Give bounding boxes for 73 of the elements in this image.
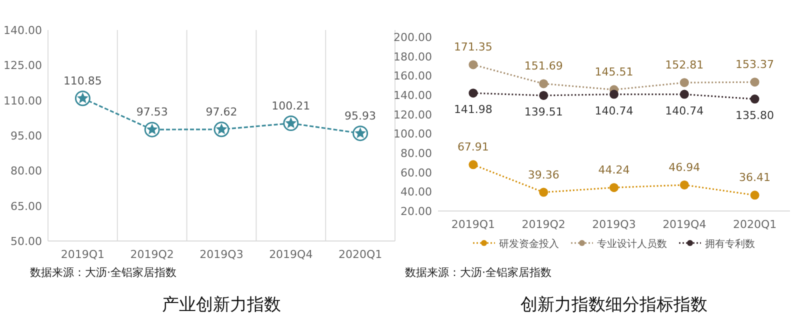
point xyxy=(214,122,230,138)
y-tick-label: 125.00 xyxy=(4,59,42,72)
data-label: 171.35 xyxy=(454,40,492,54)
x-tick-label: 2019Q1 xyxy=(451,218,496,231)
point xyxy=(468,160,478,170)
data-label: 153.37 xyxy=(736,58,774,72)
point xyxy=(283,116,299,132)
y-tick-label: 160.00 xyxy=(394,70,432,83)
data-label: 140.74 xyxy=(665,104,704,118)
source-note: 数据来源：大沥·全铝家居指数 xyxy=(405,266,552,279)
x-tick-label: 2019Q3 xyxy=(592,218,636,231)
y-tick-label: 40.00 xyxy=(400,186,432,199)
data-label: 36.41 xyxy=(739,171,771,184)
text: 创新力指数细分指标指数 xyxy=(520,295,708,315)
data-label: 44.24 xyxy=(598,164,630,177)
legend-label: 专业设计人员数 xyxy=(597,238,667,250)
legend-label: 拥有专利数 xyxy=(705,238,755,250)
y-tick-label: 140.00 xyxy=(4,24,42,37)
point xyxy=(680,78,689,88)
point xyxy=(750,94,760,104)
x-tick-label: 2020Q1 xyxy=(732,218,777,231)
y-tick-label: 200.00 xyxy=(394,31,432,44)
y-tick-label: 50.00 xyxy=(10,235,42,248)
point xyxy=(680,180,689,190)
data-label: 139.51 xyxy=(524,105,563,118)
data-label: 110.85 xyxy=(63,74,102,88)
point xyxy=(750,78,760,87)
y-tick-label: 80.00 xyxy=(400,147,432,160)
data-label: 39.36 xyxy=(528,168,560,182)
y-tick-label: 65.00 xyxy=(10,200,42,213)
data-label: 100.21 xyxy=(272,99,310,112)
x-tick-label: 2019Q3 xyxy=(200,248,244,261)
y-tick-label: 120.00 xyxy=(394,108,432,122)
data-label: 67.91 xyxy=(457,140,489,154)
point xyxy=(539,90,548,100)
data-label: 46.94 xyxy=(668,160,700,174)
y-tick-label: 110.00 xyxy=(4,94,42,108)
x-tick-label: 2019Q1 xyxy=(60,248,105,261)
x-tick-label: 2019Q2 xyxy=(130,248,174,261)
point xyxy=(352,126,368,142)
data-label: 135.80 xyxy=(736,109,774,122)
source-note: 数据来源：大沥·全铝家居指数 xyxy=(30,266,176,279)
data-label: 145.51 xyxy=(594,66,634,79)
y-tick-label: 80.00 xyxy=(10,164,42,178)
point xyxy=(750,190,760,200)
y-tick-label: 95.00 xyxy=(10,130,42,142)
point xyxy=(680,90,689,99)
point xyxy=(610,183,618,192)
data-label: 152.81 xyxy=(665,58,704,72)
data-label: 95.93 xyxy=(344,109,376,122)
x-tick-label: 2020Q1 xyxy=(338,248,382,261)
x-tick-label: 2019Q2 xyxy=(522,218,566,231)
legend-label: 研发资金投入 xyxy=(499,238,559,250)
y-tick-label: 60.00 xyxy=(400,166,432,180)
data-label: 151.69 xyxy=(524,60,563,73)
text: 产业创新力指数 xyxy=(162,295,281,315)
data-label: 141.98 xyxy=(454,103,492,116)
point xyxy=(468,88,478,98)
x-tick-label: 2019Q4 xyxy=(662,218,706,231)
point xyxy=(468,60,478,70)
point xyxy=(74,90,90,106)
data-label: 140.74 xyxy=(594,104,634,118)
point xyxy=(610,90,618,99)
y-tick-label: 180.00 xyxy=(394,50,432,64)
y-tick-label: 100.00 xyxy=(394,128,432,141)
y-tick-label: 140.00 xyxy=(394,89,432,102)
point xyxy=(539,188,548,197)
x-tick-label: 2019Q4 xyxy=(269,248,313,261)
point xyxy=(144,122,160,138)
data-label: 97.62 xyxy=(206,105,238,118)
data-label: 97.53 xyxy=(136,106,168,119)
y-tick-label: 20.00 xyxy=(400,205,432,218)
point xyxy=(539,79,548,88)
